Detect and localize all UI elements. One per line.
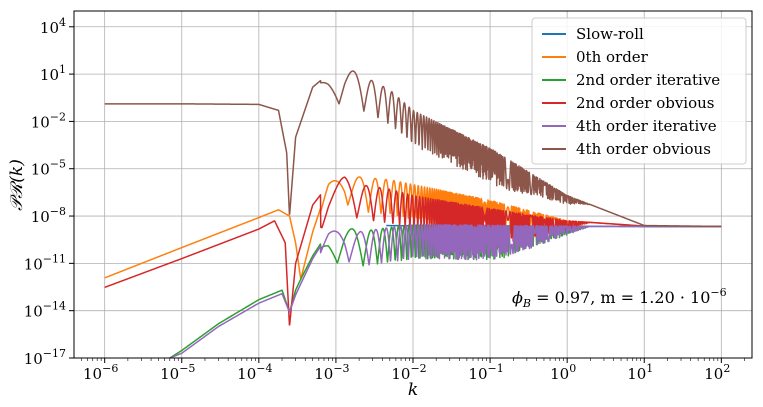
- legend-box: [531, 17, 747, 165]
- legend-label: 0th order: [576, 48, 649, 66]
- x-tick-label: 101: [627, 362, 653, 383]
- series-layer: [104, 70, 722, 358]
- series-line-4th-order-obvious: [104, 70, 722, 228]
- y-tick-label: 10−5: [31, 158, 66, 179]
- annotation: ϕB = 0.97, m = 1.20 · 10−6: [512, 286, 727, 310]
- series-line-4th-order-iterative: [169, 223, 722, 358]
- y-tick-label: 10−14: [24, 300, 66, 321]
- x-tick-label: 102: [704, 362, 730, 383]
- y-tick-label: 101: [40, 63, 66, 84]
- annotation-value: = 0.97, m = 1.20 · 10: [531, 288, 710, 307]
- x-tick-label: 10−5: [160, 362, 195, 383]
- x-axis: 10−6 10−5 10−4 10−3 10−2 10−1 100 101 102: [81, 358, 745, 383]
- x-tick-label: 10−6: [83, 362, 118, 383]
- x-axis-title: k: [408, 380, 418, 400]
- y-axis-title: 𝒫ℛ(k): [7, 159, 27, 211]
- x-tick-label: 10−1: [468, 362, 503, 383]
- legend-label: 4th order obvious: [576, 140, 711, 158]
- y-tick-label: 104: [40, 16, 66, 37]
- legend-label: 2nd order obvious: [576, 94, 715, 112]
- y-tick-label: 10−11: [24, 252, 66, 273]
- legend-label: 4th order iterative: [576, 117, 717, 135]
- y-tick-label: 10−8: [31, 205, 66, 226]
- x-tick-label: 10−3: [314, 362, 349, 383]
- x-tick-label: 10−2: [391, 362, 426, 383]
- y-axis: 10−17 10−14 10−11 10−8 10−5 10−2 101 104: [24, 16, 74, 368]
- y-tick-label: 10−2: [31, 110, 66, 131]
- annotation-phi: ϕ: [512, 288, 523, 307]
- annotation-phi-sub: B: [522, 297, 531, 310]
- x-tick-label: 10−4: [237, 362, 272, 383]
- x-tick-label: 100: [550, 362, 576, 383]
- series-line-2nd-order-obvious: [104, 176, 722, 326]
- legend: Slow-roll 0th order 2nd order iterative 2nd…: [531, 17, 747, 165]
- legend-label: Slow-roll: [576, 25, 644, 43]
- y-tick-label: 10−17: [24, 347, 66, 368]
- legend-label: 2nd order iterative: [576, 71, 720, 89]
- annotation-m-exp: −6: [710, 286, 726, 299]
